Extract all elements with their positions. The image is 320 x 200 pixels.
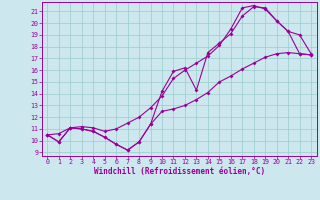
X-axis label: Windchill (Refroidissement éolien,°C): Windchill (Refroidissement éolien,°C) (94, 167, 265, 176)
